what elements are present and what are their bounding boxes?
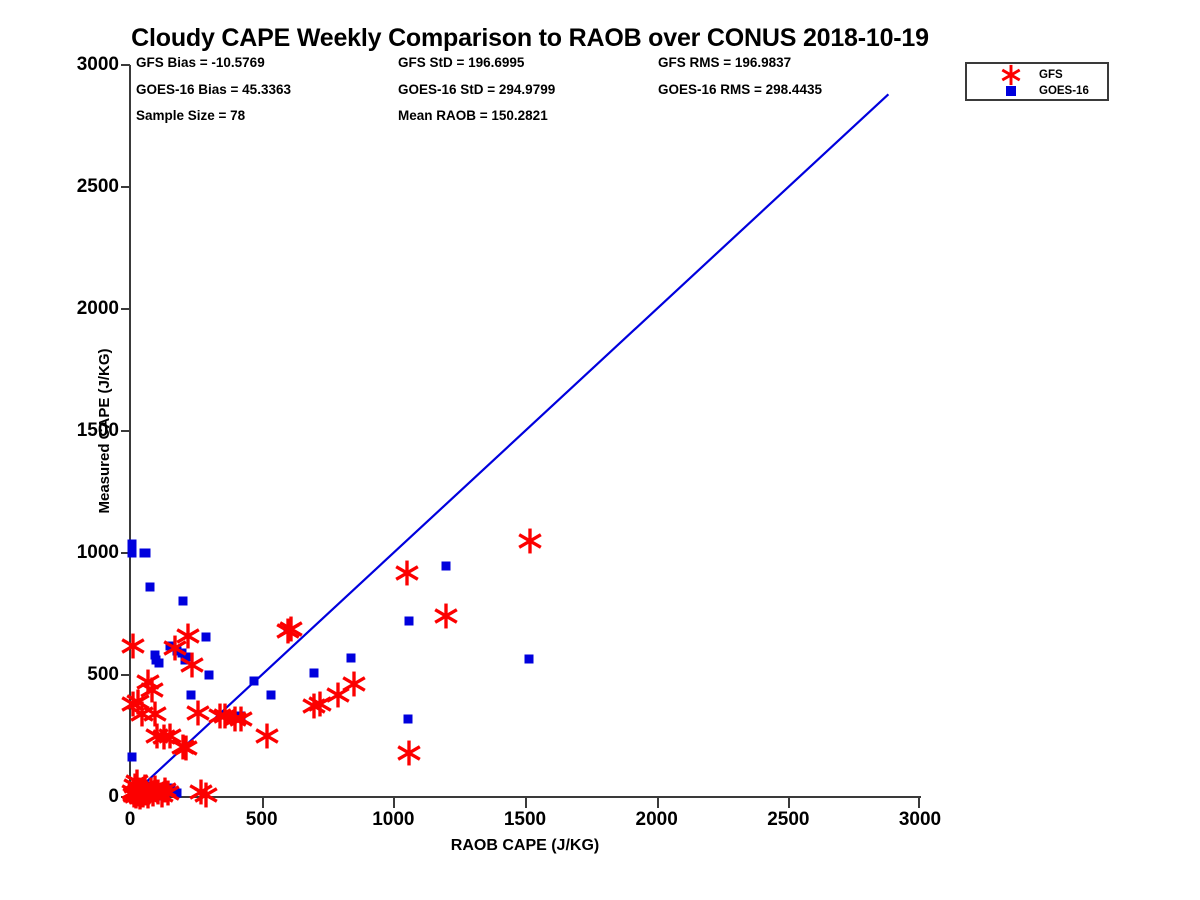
gfs-rms: GFS RMS = 196.9837 [658,55,792,70]
legend-label-gfs: GFS [1039,69,1063,81]
x-tick-1500 [525,798,527,808]
y-axis-title: Measured CAPE (J/KG) [96,348,114,514]
gfs-std: GFS StD = 196.6995 [398,55,525,70]
x-tick-1000 [393,798,396,808]
legend-label-goes16: GOES-16 [1039,85,1089,97]
goes16-bias: GOES-16 Bias = 45.3363 [136,82,291,97]
y-tick-0 [121,796,130,798]
x-tick-label-1500: 1500 [503,809,547,830]
y-tick-3000 [121,64,130,66]
y-tick-label-0: 0 [108,786,119,807]
x-tick-2500 [788,798,791,808]
sample-size: Sample Size = 78 [136,108,246,123]
gfs-bias: GFS Bias = -10.5769 [136,55,265,70]
mean-raob: Mean RAOB = 150.2821 [398,108,548,123]
y-tick-label-1000: 1000 [76,542,119,563]
y-tick-500 [121,674,130,676]
y-tick-label-3000: 3000 [76,54,119,75]
y-axis-line [129,65,131,797]
y-tick-label-2000: 2000 [76,298,119,319]
y-tick-2500 [121,186,130,188]
y-tick-2000 [121,308,130,310]
x-tick-label-0: 0 [124,809,136,830]
x-tick-label-1000: 1000 [372,809,415,830]
x-tick-label-2500: 2500 [767,809,810,830]
x-axis-title: RAOB CAPE (J/KG) [450,837,600,854]
x-axis-line [130,796,921,798]
x-tick-500 [261,798,264,808]
y-tick-label-2500: 2500 [76,176,119,197]
x-tick-3000 [918,798,920,808]
chart-legend: GFS GOES-16 [965,62,1109,101]
plot-area: 0 500 1000 1500 2000 2500 3000 0 500 1000 1500 200… [77,54,941,854]
legend-labels: GFS GOES-16 [1039,67,1089,99]
asterisk-icon [1000,64,1022,86]
x-tick-label-3000: 3000 [898,809,942,830]
x-tick-label-2000: 2000 [635,809,678,830]
one-to-one-reference-line [129,93,890,798]
x-tick-2000 [656,798,659,808]
x-tick-label-500: 500 [245,809,278,830]
y-tick-label-1500: 1500 [76,420,119,441]
y-tick-1000 [121,552,130,554]
page-title: Cloudy CAPE Weekly Comparison to RAOB ov… [131,24,929,52]
goes16-std: GOES-16 StD = 294.9799 [398,82,556,97]
goes16-rms: GOES-16 RMS = 298.4435 [658,82,822,97]
y-tick-label-500: 500 [87,664,119,685]
legend-markers [991,64,1031,99]
y-tick-1500 [121,430,130,432]
square-icon [1006,86,1016,96]
